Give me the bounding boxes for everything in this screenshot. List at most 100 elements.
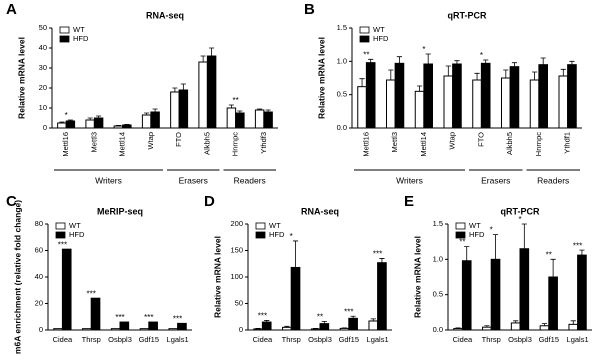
bar xyxy=(119,321,130,331)
significance: *** xyxy=(144,313,153,322)
error-bar xyxy=(521,223,527,249)
chart-title: MeRIP-seq xyxy=(97,206,143,216)
significance: ** xyxy=(459,238,465,247)
error-bar xyxy=(396,56,403,64)
bar xyxy=(480,62,491,129)
bar xyxy=(148,321,158,331)
group-label: Erasers xyxy=(179,175,208,185)
x-tick-label: Lgals1 xyxy=(367,335,389,344)
bar xyxy=(538,64,548,129)
bar xyxy=(57,122,67,129)
error-bar xyxy=(503,69,509,78)
bar xyxy=(365,62,376,129)
x-tick-label: Thrsp xyxy=(282,335,301,344)
bar xyxy=(235,112,245,129)
x-tick-label: Thrsp xyxy=(482,335,501,344)
legend-label: WT xyxy=(73,25,85,34)
error-bar xyxy=(115,125,121,126)
error-bar xyxy=(257,108,263,110)
error-bar xyxy=(474,72,480,80)
x-tick-label: Mettl14 xyxy=(118,132,127,157)
legend-swatch xyxy=(55,222,66,230)
chart-title: qRT-PCR xyxy=(501,206,540,216)
bar xyxy=(253,328,263,331)
y-tick-label: 0 xyxy=(239,325,243,334)
x-tick-label: Gdf15 xyxy=(339,335,359,344)
bar xyxy=(357,86,367,129)
error-bar xyxy=(368,58,374,63)
error-bar xyxy=(550,258,556,277)
bar xyxy=(377,262,387,331)
group-label: Writers xyxy=(95,175,122,185)
error-bar xyxy=(541,323,548,326)
bar xyxy=(510,322,521,331)
x-tick-label: Cidea xyxy=(53,335,73,344)
y-tick-label: 1.0 xyxy=(337,56,347,65)
x-tick-label: Mettl3 xyxy=(89,132,98,152)
bar xyxy=(170,91,180,129)
panel-letter: C xyxy=(6,193,17,210)
y-tick-label: 0.5 xyxy=(337,90,347,99)
bar xyxy=(472,79,482,129)
bar xyxy=(282,326,292,331)
error-bar xyxy=(445,65,451,76)
error-bar xyxy=(172,87,178,92)
bar xyxy=(310,328,321,331)
bar xyxy=(567,64,577,129)
error-bar xyxy=(511,62,518,67)
legend-label: HFD xyxy=(469,230,485,239)
y-axis-label: Relative mRNA level xyxy=(212,236,222,318)
bar xyxy=(339,327,350,331)
legend-label: HFD xyxy=(373,34,389,43)
y-tick-label: 0 xyxy=(43,123,47,132)
y-tick-label: 10 xyxy=(39,103,47,112)
chart-title: qRT-PCR xyxy=(448,10,487,20)
bar xyxy=(90,297,101,331)
significance: *** xyxy=(573,241,582,250)
bar xyxy=(539,325,550,331)
legend-swatch xyxy=(255,222,266,230)
significance: ** xyxy=(317,313,323,322)
bar xyxy=(61,248,72,331)
legend-label: HFD xyxy=(73,34,89,43)
significance: *** xyxy=(373,250,382,259)
bar xyxy=(178,89,189,129)
legend-swatch xyxy=(359,35,370,43)
y-tick-label: 0.0 xyxy=(337,123,347,132)
y-tick-label: 150 xyxy=(230,245,243,254)
bar xyxy=(122,124,132,129)
bar xyxy=(368,320,379,331)
x-tick-label: Mettl16 xyxy=(61,132,70,157)
bar xyxy=(254,109,265,129)
panel-letter: B xyxy=(304,1,315,18)
error-bar xyxy=(454,60,460,64)
error-bar xyxy=(264,320,270,323)
x-tick-label: Osbpl3 xyxy=(108,335,132,344)
bar xyxy=(177,322,187,331)
panel-letter: E xyxy=(404,193,414,210)
x-tick-label: Osbpl3 xyxy=(308,335,332,344)
bar xyxy=(529,79,540,129)
error-bar xyxy=(359,78,365,87)
bar xyxy=(319,323,330,331)
significance: ** xyxy=(546,250,552,259)
significance: *** xyxy=(115,313,124,322)
x-tick-label: Cidea xyxy=(453,335,473,344)
error-bar xyxy=(570,320,576,325)
legend-label: HFD xyxy=(269,230,285,239)
error-bar xyxy=(341,327,348,329)
error-bar xyxy=(569,60,575,65)
y-tick-label: 50 xyxy=(235,298,243,307)
significance: ** xyxy=(233,96,239,105)
error-bar xyxy=(87,117,93,120)
bar xyxy=(261,321,272,331)
bar xyxy=(82,328,92,331)
error-bar xyxy=(59,121,65,123)
legend-swatch xyxy=(455,222,466,230)
error-bar xyxy=(180,83,186,90)
significance: * xyxy=(480,51,483,60)
error-bar xyxy=(209,47,215,56)
bar xyxy=(85,119,95,129)
y-tick-label: 1.5 xyxy=(433,219,443,228)
